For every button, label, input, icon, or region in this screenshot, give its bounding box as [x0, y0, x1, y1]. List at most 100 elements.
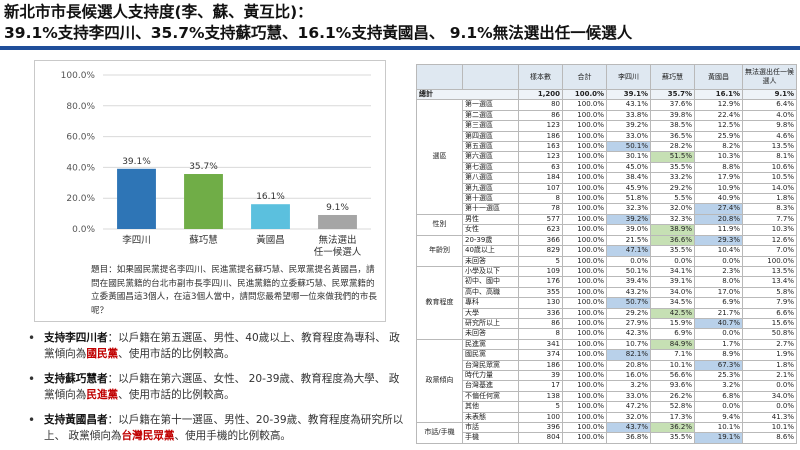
table-cell: 93.6%: [650, 380, 695, 392]
table-header: [416, 64, 463, 90]
findings-list: 支持李四川者：以戶籍在第五選區、男性、40歲以上、教育程度為專科、 政黨傾向為國…: [26, 330, 406, 450]
table-header: 李四川: [606, 64, 651, 90]
table-cell: 15.9%: [650, 317, 695, 330]
data-label: 39.1%: [122, 157, 151, 167]
table-cell: 民進黨: [462, 338, 519, 351]
table-cell: 6.8%: [694, 390, 743, 403]
table-cell: 45.9%: [606, 182, 651, 195]
table-cell: 56.6%: [650, 369, 695, 382]
table-cell: 35.5%: [650, 161, 695, 174]
table-cell: 184: [518, 172, 563, 184]
table-cell: 37.6%: [650, 99, 695, 111]
table-row: 第八選區 184 100.0% 38.4% 33.2% 17.9% 10.5%: [417, 172, 797, 184]
table-cell: 38.4%: [606, 172, 651, 184]
table-cell: 50.1%: [606, 141, 651, 153]
table-cell: 0.0%: [742, 380, 797, 392]
table-cell: 107: [518, 182, 563, 195]
finding-text: ：以戶籍在第十一選區、男性、20-39歲、教育程度為研究所以上、 政黨傾向為: [44, 414, 404, 442]
finding-item: 支持李四川者：以戶籍在第五選區、男性、40歲以上、教育程度為專科、 政黨傾向為國…: [26, 330, 406, 362]
finding-lead: 支持蘇巧慧者: [44, 373, 108, 385]
table-cell: 0.0%: [694, 401, 743, 413]
y-tick-label: 80.0%: [66, 102, 95, 112]
table-cell: 13.5%: [742, 141, 797, 153]
table-cell: 研究所以上: [462, 317, 519, 330]
y-tick-label: 0.0%: [72, 225, 95, 235]
table-row: 專科 130 100.0% 50.7% 34.5% 6.9% 7.9%: [417, 297, 797, 309]
table-cell: 52.8%: [650, 401, 695, 413]
table-cell: 100.0%: [562, 411, 607, 424]
table-cell: 39.8%: [650, 109, 695, 122]
table-cell: 1.9%: [742, 349, 797, 361]
table-row: 40歲以上 829 100.0% 47.1% 35.5% 10.4% 7.0%: [417, 245, 797, 257]
table-cell: 36.2%: [650, 421, 695, 434]
table-cell: 42.5%: [650, 307, 695, 319]
table-cell: 3.2%: [606, 380, 651, 392]
table-cell: 366: [518, 234, 563, 247]
table-row: 國民黨 374 100.0% 82.1% 7.1% 8.9% 1.9%: [417, 349, 797, 361]
table-cell: 100.0%: [562, 161, 607, 174]
table-cell: 女性: [462, 224, 519, 236]
table-cell: 50.1%: [606, 265, 651, 278]
table-cell: 100.0%: [562, 276, 607, 288]
page-title: 新北市市長候選人支持度(李、蘇、黃互比)： 39.1%支持李四川、35.7%支持…: [4, 2, 796, 44]
table-cell: 100.0%: [562, 349, 607, 361]
table-row: 第十一選區 78 100.0% 32.3% 32.0% 27.4% 8.3%: [417, 203, 797, 215]
y-tick-label: 40.0%: [66, 163, 95, 173]
table-row: 第三選區 123 100.0% 39.2% 38.5% 12.5% 9.8%: [417, 120, 797, 132]
table-cell: 32.3%: [606, 203, 651, 215]
finding-party: 民進黨: [86, 389, 119, 401]
table-cell: 19.1%: [694, 432, 743, 444]
data-label: 9.1%: [326, 203, 349, 213]
table-row: 選區 第一選區 80 100.0% 43.1% 37.6% 12.9% 6.4%: [416, 99, 797, 215]
table-cell: 100.0%: [562, 130, 607, 143]
x-tick-label: 任一候選人: [314, 246, 362, 258]
table-cell: 1,200: [518, 88, 563, 101]
table-cell: 第二選區: [462, 109, 519, 122]
table-cell: 初中、國中: [462, 276, 519, 288]
table-cell: 2.1%: [742, 369, 797, 382]
table-row: 第五選區 163 100.0% 50.1% 28.2% 8.2% 13.5%: [417, 141, 797, 153]
table-cell: 8.0%: [694, 276, 743, 288]
table-row: 未回答 8 100.0% 42.3% 6.9% 0.0% 50.8%: [417, 328, 797, 340]
table-cell: 6.4%: [742, 99, 797, 111]
table-cell: 100.0%: [562, 255, 607, 267]
table-cell: 26.2%: [650, 390, 695, 403]
table-cell: 未回答: [462, 328, 519, 340]
table-cell: 台灣民眾黨: [462, 359, 519, 371]
table-cell: 第十選區: [462, 193, 519, 205]
table-cell: 第六選區: [462, 151, 519, 163]
table-cell: 第九選區: [462, 182, 519, 195]
table-cell: 10.4%: [694, 245, 743, 257]
table-cell: 5.5%: [650, 193, 695, 205]
table-cell: 10.5%: [742, 172, 797, 184]
table-row: 手機 804 100.0% 36.8% 35.5% 19.1% 8.6%: [417, 432, 797, 444]
table-cell: 台灣基進: [462, 380, 519, 392]
table-cell: 8.3%: [742, 203, 797, 215]
table-cell: 10.1%: [742, 421, 797, 434]
table-cell: 186: [518, 359, 563, 371]
table-cell: 12.5%: [694, 120, 743, 132]
table-cell: 50.7%: [606, 297, 651, 309]
table-cell: 7.7%: [742, 213, 797, 226]
table-row: 未表態 100 100.0% 32.0% 17.3% 9.4% 41.3%: [417, 411, 797, 424]
table-cell: 第三選區: [462, 120, 519, 132]
table-cell: 11.9%: [694, 224, 743, 236]
table-cell: 40歲以上: [462, 245, 519, 257]
table-cell: 15.6%: [742, 317, 797, 330]
table-cell: 0.0%: [606, 255, 651, 267]
table-group-label: 選區: [416, 99, 463, 215]
y-tick-label: 100.0%: [61, 71, 96, 81]
table-cell: 45.0%: [606, 161, 651, 174]
table-cell: 355: [518, 286, 563, 299]
table-cell: 5.8%: [742, 286, 797, 299]
table-cell: 86: [518, 317, 563, 330]
table-cell: 39.4%: [606, 276, 651, 288]
table-row: 政黨傾向 民進黨 341 100.0% 10.7% 84.9% 1.7% 2.7%: [416, 338, 797, 424]
table-row: 第九選區 107 100.0% 45.9% 29.2% 10.9% 14.0%: [417, 182, 797, 195]
table-cell: 手機: [462, 432, 519, 444]
table-cell: 39: [518, 369, 563, 382]
table-cell: 43.2%: [606, 286, 651, 299]
table-cell: 51.8%: [606, 193, 651, 205]
table-cell: 100.0%: [562, 224, 607, 236]
table-cell: 42.3%: [606, 328, 651, 340]
